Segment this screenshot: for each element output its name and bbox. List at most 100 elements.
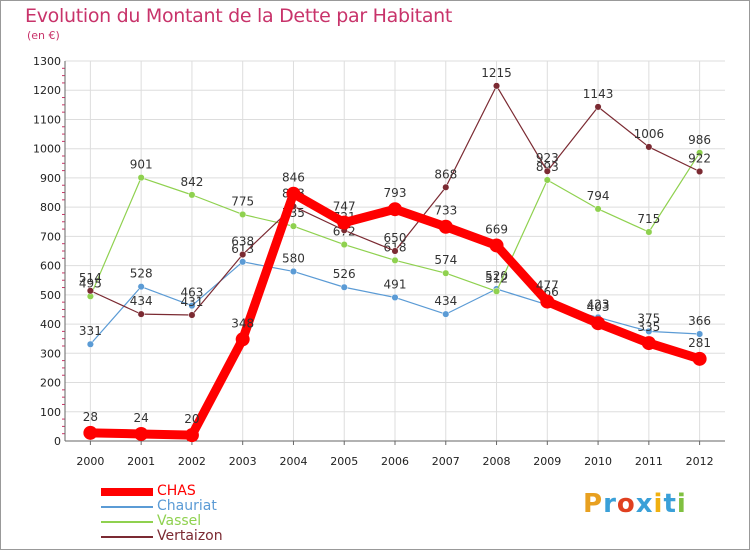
vertaizon-data-label: 923 xyxy=(536,151,559,165)
chauriat-point xyxy=(86,340,94,348)
chauriat-point xyxy=(289,267,298,276)
vassel-data-label: 901 xyxy=(130,158,153,172)
chas-point xyxy=(641,336,656,351)
chas-data-label: 477 xyxy=(536,279,559,293)
legend-item-vassel: Vassel xyxy=(101,513,301,530)
vertaizon-data-label: 868 xyxy=(434,167,457,181)
vassel-point xyxy=(543,176,551,184)
y-tick-label: 100 xyxy=(40,406,61,419)
vertaizon-point xyxy=(696,167,704,176)
chas-data-label: 846 xyxy=(282,171,305,185)
legend-item-chas: CHAS xyxy=(101,483,301,500)
vassel-data-label: 794 xyxy=(587,189,610,203)
legend-item-vertaizon: Vertaizon xyxy=(101,528,301,545)
x-tick-label: 2003 xyxy=(229,455,257,468)
vertaizon-data-label: 1215 xyxy=(481,66,512,80)
y-tick-label: 1100 xyxy=(33,113,61,126)
vertaizon-data-label: 434 xyxy=(130,294,153,308)
logo-letter: r xyxy=(603,489,617,519)
vassel-point xyxy=(645,228,653,236)
x-tick-label: 2007 xyxy=(432,455,460,468)
y-tick-label: 600 xyxy=(40,260,61,273)
vassel-point xyxy=(340,241,348,249)
vertaizon-point xyxy=(492,82,501,90)
chas-point xyxy=(337,215,352,230)
chas-point xyxy=(83,425,98,440)
vertaizon-data-label: 1006 xyxy=(634,127,665,141)
vassel-point xyxy=(188,191,196,199)
chart-title: Evolution du Montant de la Dette par Hab… xyxy=(25,5,453,27)
vassel-data-label: 986 xyxy=(688,133,711,147)
legend-label: Vertaizon xyxy=(157,528,223,544)
chas-data-label: 20 xyxy=(184,412,199,426)
chas-data-label: 733 xyxy=(434,204,457,218)
chauriat-data-label: 526 xyxy=(333,267,356,281)
vassel-data-label: 495 xyxy=(79,276,102,290)
chauriat-data-label: 331 xyxy=(79,324,102,338)
chart-subtitle: (en €) xyxy=(27,29,60,42)
logo-letter: o xyxy=(616,489,636,519)
vassel-data-label: 574 xyxy=(434,253,457,267)
x-tick-label: 2004 xyxy=(279,455,307,468)
proxiti-logo: Proxiti xyxy=(583,489,687,519)
y-tick-label: 800 xyxy=(40,201,61,214)
chas-data-label: 335 xyxy=(637,320,660,334)
vertaizon-point xyxy=(543,167,551,175)
vassel-point xyxy=(492,287,501,295)
chas-point xyxy=(235,332,250,347)
chauriat-point xyxy=(239,258,247,266)
y-tick-label: 400 xyxy=(40,318,61,331)
chas-point xyxy=(489,238,504,253)
chas-point xyxy=(591,316,606,331)
legend-label: Vassel xyxy=(157,513,202,529)
legend-swatch xyxy=(101,506,153,508)
x-tick-label: 2005 xyxy=(330,455,358,468)
vassel-data-label: 715 xyxy=(637,212,660,226)
vertaizon-data-label: 514 xyxy=(79,271,102,285)
y-tick-label: 700 xyxy=(40,230,61,243)
legend-item-chauriat: Chauriat xyxy=(101,499,301,515)
x-tick-label: 2000 xyxy=(76,455,104,468)
vertaizon-point xyxy=(239,250,247,259)
vertaizon-point xyxy=(391,247,399,255)
chas-data-label: 24 xyxy=(134,411,149,425)
chas-point xyxy=(134,426,149,441)
chas-point xyxy=(286,186,301,201)
chas-point xyxy=(540,294,555,309)
vassel-point xyxy=(391,256,399,264)
chas-point xyxy=(438,219,453,234)
logo-letter: i xyxy=(676,489,687,519)
legend: CHAS Chauriat Vassel Vertaizon xyxy=(101,483,301,545)
vassel-data-label: 775 xyxy=(231,194,254,208)
chas-data-label: 669 xyxy=(485,222,508,236)
chauriat-data-label: 423 xyxy=(587,297,610,311)
x-tick-label: 2011 xyxy=(635,455,663,468)
x-tick-label: 2009 xyxy=(533,455,561,468)
x-tick-label: 2012 xyxy=(686,455,714,468)
chauriat-point xyxy=(696,330,704,338)
legend-label: CHAS xyxy=(157,483,196,499)
vassel-point xyxy=(594,205,602,213)
chauriat-point xyxy=(442,310,450,318)
y-tick-label: 200 xyxy=(40,377,61,390)
y-tick-label: 500 xyxy=(40,289,61,302)
legend-swatch xyxy=(101,521,153,523)
vertaizon-data-label: 431 xyxy=(180,295,203,309)
vassel-point xyxy=(239,210,247,219)
vertaizon-data-label: 650 xyxy=(384,231,407,245)
chauriat-data-label: 528 xyxy=(130,267,153,281)
vassel-point xyxy=(137,174,145,182)
x-tick-label: 2002 xyxy=(178,455,206,468)
y-tick-label: 900 xyxy=(40,172,61,185)
chauriat-point xyxy=(645,327,653,335)
vertaizon-point xyxy=(442,183,450,191)
chauriat-data-label: 366 xyxy=(688,314,711,328)
vertaizon-data-label: 922 xyxy=(688,151,711,165)
chauriat-data-label: 613 xyxy=(231,242,254,256)
chauriat-data-label: 434 xyxy=(434,294,457,308)
x-tick-label: 2010 xyxy=(584,455,612,468)
vertaizon-point xyxy=(188,311,196,319)
y-tick-label: 1200 xyxy=(33,84,61,97)
chas-data-label: 403 xyxy=(587,300,610,314)
vertaizon-point xyxy=(137,310,145,318)
